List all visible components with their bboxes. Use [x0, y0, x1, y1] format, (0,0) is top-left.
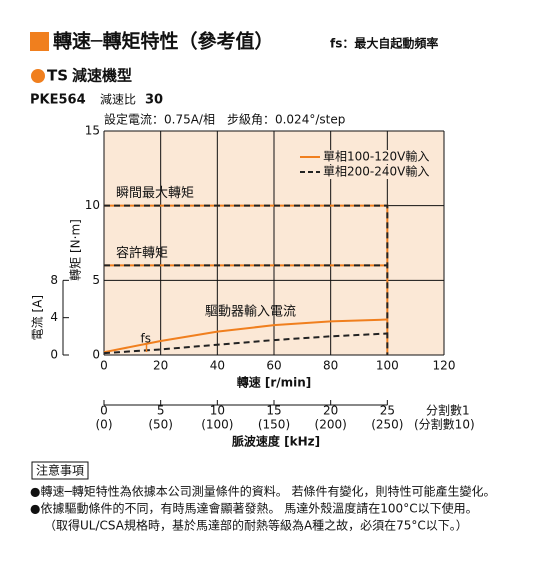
bullet [31, 69, 45, 83]
annotation: 容許轉矩 [116, 245, 168, 261]
note: ●轉速─轉矩特性為依據本公司測量條件的資料。 若條件有變化，則特性可能產生變化。 [30, 484, 496, 499]
title-icon [30, 32, 49, 51]
pulse-tick-label-div10: (50) [148, 418, 173, 432]
pulse-tick-label-div10: (100) [201, 418, 233, 432]
y2-tick-label: 4 [50, 310, 58, 324]
pulse-tick-label-div10: (250) [371, 418, 403, 432]
x-tick-label: 40 [210, 359, 225, 373]
legend-bg [296, 150, 440, 164]
x-tick-label: 100 [376, 359, 399, 373]
legend-label: 單相200-240V輸入 [323, 164, 429, 179]
x-tick-label: 0 [100, 359, 108, 373]
ratio: 30 [145, 93, 163, 108]
current-line [103, 332, 388, 355]
legend-label: 單相100-120V輸入 [323, 149, 429, 164]
series-tag: TS [47, 67, 68, 85]
pulse-div10: (分割數10) [414, 417, 475, 432]
annotation: 瞬間最大轉矩 [116, 186, 194, 201]
y-tick-label: 0 [92, 348, 100, 362]
pulse-tick-label: 0 [100, 404, 108, 418]
x-tick-label: 20 [153, 359, 168, 373]
pulse-tick-label: 20 [323, 404, 338, 418]
ratio-label: 減速比 [100, 92, 136, 107]
y-tick-label: 5 [92, 273, 100, 287]
annotation: fs [141, 332, 151, 346]
notes-box [31, 461, 89, 480]
note: ●依據驅動條件的不同，有時馬達會顯著發熱。 馬達外殼溫度請在100°C以下使用。 [30, 501, 478, 516]
pulse-tick-label-div10: (0) [96, 418, 113, 432]
y-tick-label: 15 [85, 124, 100, 138]
pulse-tick-label-div10: (200) [315, 418, 347, 432]
x-tick-label: 60 [266, 359, 281, 373]
x-axis-label: 轉速 [r/min] [237, 375, 312, 390]
x-tick-label: 120 [433, 359, 456, 373]
pulse-div1: 分割數1 [426, 403, 470, 418]
fs-note: fs：最大自起動頻率 [330, 36, 438, 51]
pulse-tick-label: 10 [210, 404, 225, 418]
title: 轉速─轉矩特性（參考值） [53, 30, 273, 53]
pulse-tick-label-div10: (150) [258, 418, 290, 432]
max-torque-line [104, 204, 389, 355]
pulse-tick-label: 15 [266, 404, 281, 418]
y-axis-label: 轉矩 [N·m] [69, 219, 83, 281]
y2-tick-label: 8 [50, 273, 58, 287]
y-tick-label: 10 [85, 198, 100, 212]
subtitle: 設定電流：0.75A/相 步級角：0.024°/step [104, 112, 345, 127]
notes-title: 注意事項 [36, 463, 84, 478]
y2-axis-label: 電流 [A] [31, 295, 45, 340]
x-tick-label: 80 [323, 359, 338, 373]
pulse-tick-label: 5 [157, 404, 165, 418]
legend-bg [296, 165, 440, 179]
pulse-axis-label: 脈波速度 [kHz] [232, 434, 320, 449]
model: PKE564 [30, 93, 86, 108]
annotation: 驅動器輸入電流 [205, 305, 296, 320]
y2-tick-label: 0 [50, 348, 58, 362]
note: （取得UL/CSA規格時，基於馬達部的耐熱等級為A種之故，必須在75°C以下。） [44, 518, 468, 533]
pulse-tick-label: 25 [380, 404, 395, 418]
current-line [103, 318, 388, 354]
series-name: 減速機型 [72, 67, 132, 85]
